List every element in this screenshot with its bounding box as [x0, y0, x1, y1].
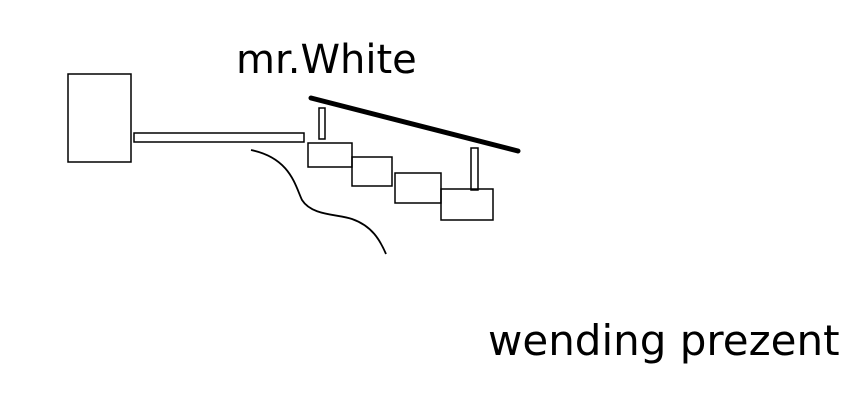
- hanging-curve: [250, 149, 387, 255]
- horizontal-bar: [133, 132, 305, 143]
- bottom-label: wending prezent: [488, 316, 840, 365]
- small-post-left: [318, 107, 326, 140]
- top-label: mr.White: [236, 37, 417, 83]
- step-box-3: [394, 172, 442, 204]
- small-post-right: [470, 147, 479, 191]
- step-box-1: [307, 142, 353, 168]
- step-box-4: [440, 188, 494, 221]
- left-box: [67, 73, 132, 163]
- step-box-2: [351, 156, 393, 187]
- diagonal-bar: [308, 95, 521, 154]
